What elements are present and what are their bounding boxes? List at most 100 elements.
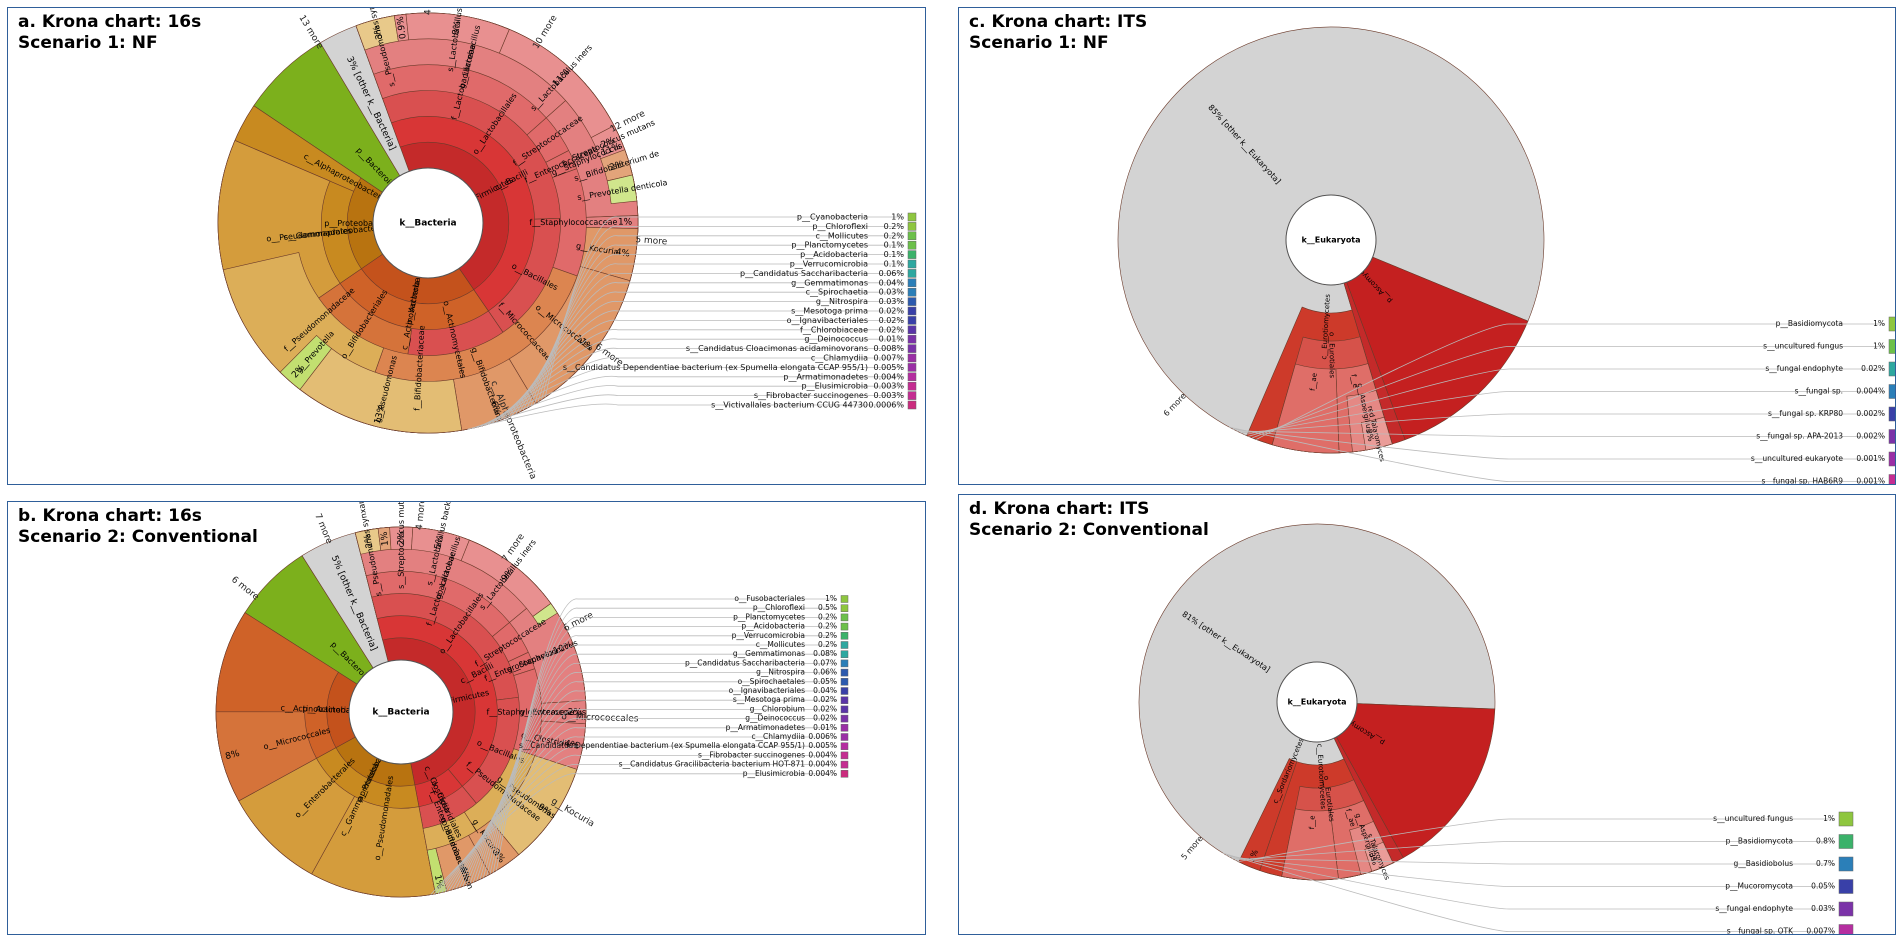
legend-item-value: 0.02% [813,714,837,723]
segment-label-f-e: f__e [1349,374,1359,389]
legend-swatch [840,595,849,603]
pct-label-g-prevotella: 1% [432,874,445,891]
wedge-g-prevotella [279,335,332,390]
legend-item-value: 1% [891,213,904,222]
legend-item-value: 0.7% [1816,859,1835,868]
legend-item-value: 0.2% [818,622,837,631]
legend-connector [1232,428,1885,460]
segment-label-c-eurotiomycetes: c__Eurotiomycetes [1320,294,1332,360]
legend-connector [1256,323,1885,440]
legend-item-value: 0.005% [873,363,904,372]
sunburst: 85% [other k__Eukaryota]3%p__Ascomycotac… [1117,26,1545,463]
legend-item-value: 0.004% [873,372,904,381]
legend-item-name: g__Nitrospira [816,297,868,306]
segment-label-c-eurotiomycetes: c__Eurotiomycetes [1315,743,1327,809]
legend-swatch [840,733,849,741]
legend-item-value: 0.004% [808,750,837,759]
legend-connector [1235,841,1835,861]
legend-item-name: p__Acidobacteria [800,250,868,259]
legend-item-name: c__Chlamydiia [751,732,805,741]
legend-connector [1231,857,1835,865]
legend-item-name: s__Candidatus Cloacimonas acidaminovoran… [686,344,868,353]
legend-item-value: 0.003% [873,391,904,400]
legend-item-value: 0.2% [818,612,837,621]
center-circle [372,167,484,279]
legend-item-name: s__Fibrobacter succinogenes [698,750,805,759]
legend-connector [471,394,904,429]
pct-label-s-lactobacillus-fermentum: 0.9% [396,15,409,39]
legend-connector [1222,852,1835,932]
outer-label-13-more: 13 more [296,14,324,52]
legend-swatch [1838,901,1854,917]
legend-swatch [1838,856,1854,872]
legend-item-value: 0.07% [813,658,837,667]
legend-connector [492,347,904,424]
pct-label-g-bifidobacterium: 6% [488,400,502,417]
sunburst: 81% [other k__Eukaryota]1% 3%p__Ascomycot… [1138,523,1496,881]
legend-swatch [1838,834,1854,849]
legend-swatch [907,353,917,363]
legend-item-value: 0.01% [813,723,837,732]
outer-label-6-more: 6 more [1162,391,1188,418]
legend-swatch [907,250,917,259]
legend-connector [1238,818,1835,863]
segment-label-c-actinobacteria: c__Actinobacteria [281,704,352,715]
chart-subtitle: Scenario 2: Conventional [969,520,1209,540]
legend-item-name: s__fungal sp. OTK [1727,927,1794,935]
legend-item-value: 0.03% [879,297,905,306]
legend-connector [469,672,837,884]
legend-swatch [840,724,849,732]
legend-item-value: 0.2% [884,231,905,240]
legend-swatch [907,222,917,231]
legend-item-name: c__Spirochaetia [806,288,868,297]
legend-connector [534,244,904,405]
segment-label-p-proteobacteria: p__Proteobacteria [324,219,396,228]
legend-item-name: s__Candidatus Dependentiae bacterium (ex… [519,741,805,750]
segment-label-f-staphylococcaceae: f__Staphylococcaceae [529,218,617,227]
legend-swatch [1888,316,1895,332]
legend-item-name: p__Elusimicrobia [802,382,869,391]
legend-item-name: s__fungal sp. HAB6R9 [1762,477,1844,485]
panel-c-title-block: c. Krona chart: ITS Scenario 1: NF [969,12,1147,54]
legend: s__uncultured fungus 1% p__Basidiomycota 0.… [1222,811,1854,935]
wedge-f-e [1281,808,1339,881]
segment-label-f-e: f__e [1308,815,1317,829]
legend-item-name: o__Spirochaetales [738,677,806,686]
panel-a-title-block: a. Krona chart: 16s Scenario 1: NF [18,12,201,54]
legend-item-name: p__Chloroflexi [812,222,868,231]
legend-connector [1229,426,1885,482]
legend-swatch [1838,811,1854,827]
legend-item-value: 0.001% [1856,477,1885,485]
legend-swatch [1838,879,1854,894]
legend-connector [1225,854,1835,910]
legend-item-value: 0.1% [884,250,905,259]
legend-item-value: 0.002% [1856,409,1885,418]
wedge-c-sordariomycetes [1238,758,1298,871]
pct-label-s-streptococcus-mutans: 2% [397,530,407,545]
wedge-s-prevotella-denticola [532,603,558,626]
panel-b: b. Krona chart: 16s Scenario 2: Conventi… [7,501,926,935]
legend-swatch [840,751,849,760]
legend-swatch [840,742,849,750]
center-circle [1285,194,1377,286]
outer-label-4-more: 4 more [424,8,434,15]
panel-d: d. Krona chart: ITS Scenario 2: Conventi… [958,494,1896,935]
legend-swatch [840,760,849,769]
legend-connector [466,681,837,886]
legend-item-value: 0.001% [1856,454,1885,463]
center-circle [348,659,454,765]
legend-swatch [907,344,917,353]
legend-item-value: 0.8% [1816,837,1835,846]
pct-label-s-bifidobacterium-de: 2% [609,159,626,173]
legend-item-value: 0.06% [813,668,837,677]
legend-swatch [907,259,917,269]
legend-swatch [840,632,849,640]
legend-item-name: o__Ignavibacteriales [729,686,805,695]
pct-label-g-kocuria: 4% [615,247,631,259]
legend-swatch [907,231,917,241]
legend-swatch [840,678,849,686]
legend-item-name: g__Gemmatimonas [791,278,868,287]
legend-swatch [840,770,849,778]
legend-item-value: 0.002% [1856,432,1885,441]
legend-item-name: s__fungal sp. KRP80 [1768,409,1843,418]
